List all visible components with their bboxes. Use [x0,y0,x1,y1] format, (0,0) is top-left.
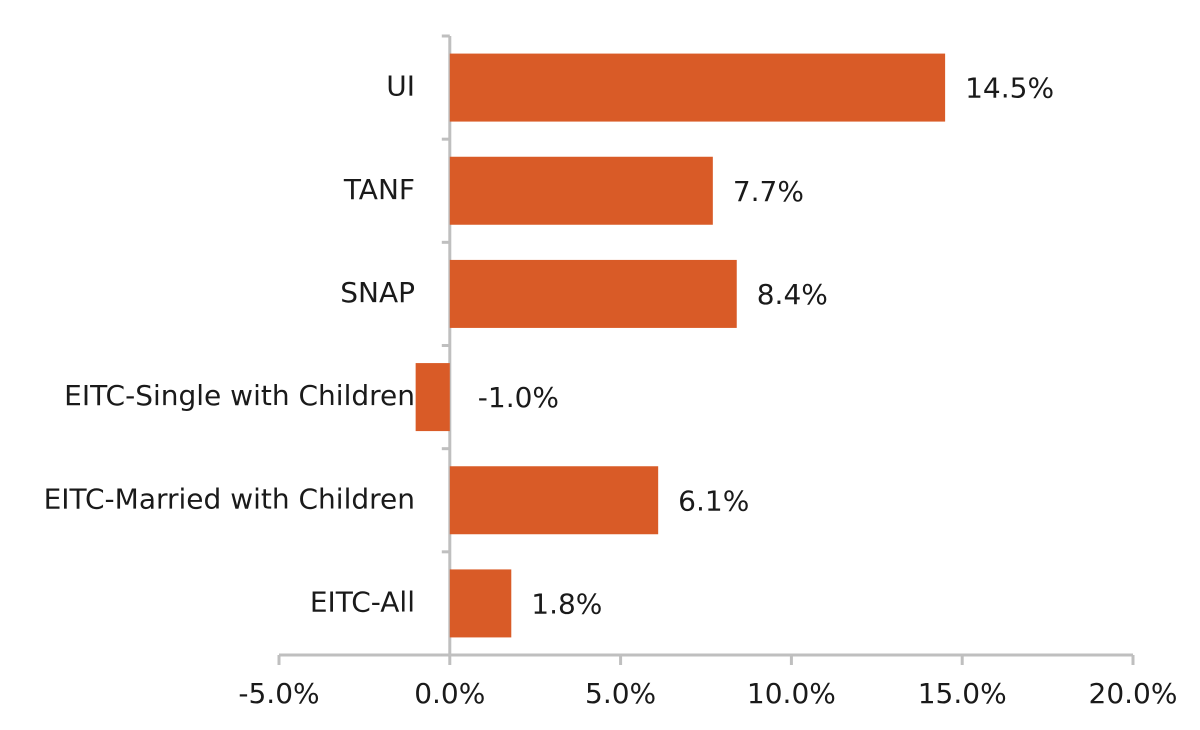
data-label: -1.0% [478,381,559,414]
category-label: UI [386,70,415,103]
data-label: 14.5% [965,72,1054,105]
x-tick-label: 10.0% [747,677,836,710]
bar [449,53,946,122]
bar [449,569,512,638]
category-label: EITC-All [310,585,415,618]
x-tick-label: 15.0% [918,677,1007,710]
category-label: TANF [343,173,415,206]
bar [449,156,713,225]
bar [449,466,659,535]
category-label: EITC-Single with Children [64,379,415,412]
bar [415,363,450,432]
data-label: 1.8% [531,587,602,620]
x-tick-label: 0.0% [414,677,485,710]
x-tick-label: 20.0% [1089,677,1178,710]
data-label: 6.1% [678,484,749,517]
x-tick-label: -5.0% [238,677,319,710]
data-label: 8.4% [757,278,828,311]
x-tick-label: 5.0% [585,677,656,710]
bar [449,259,737,328]
category-label: EITC-Married with Children [44,482,415,515]
data-label: 7.7% [733,175,804,208]
category-label: SNAP [340,276,415,309]
